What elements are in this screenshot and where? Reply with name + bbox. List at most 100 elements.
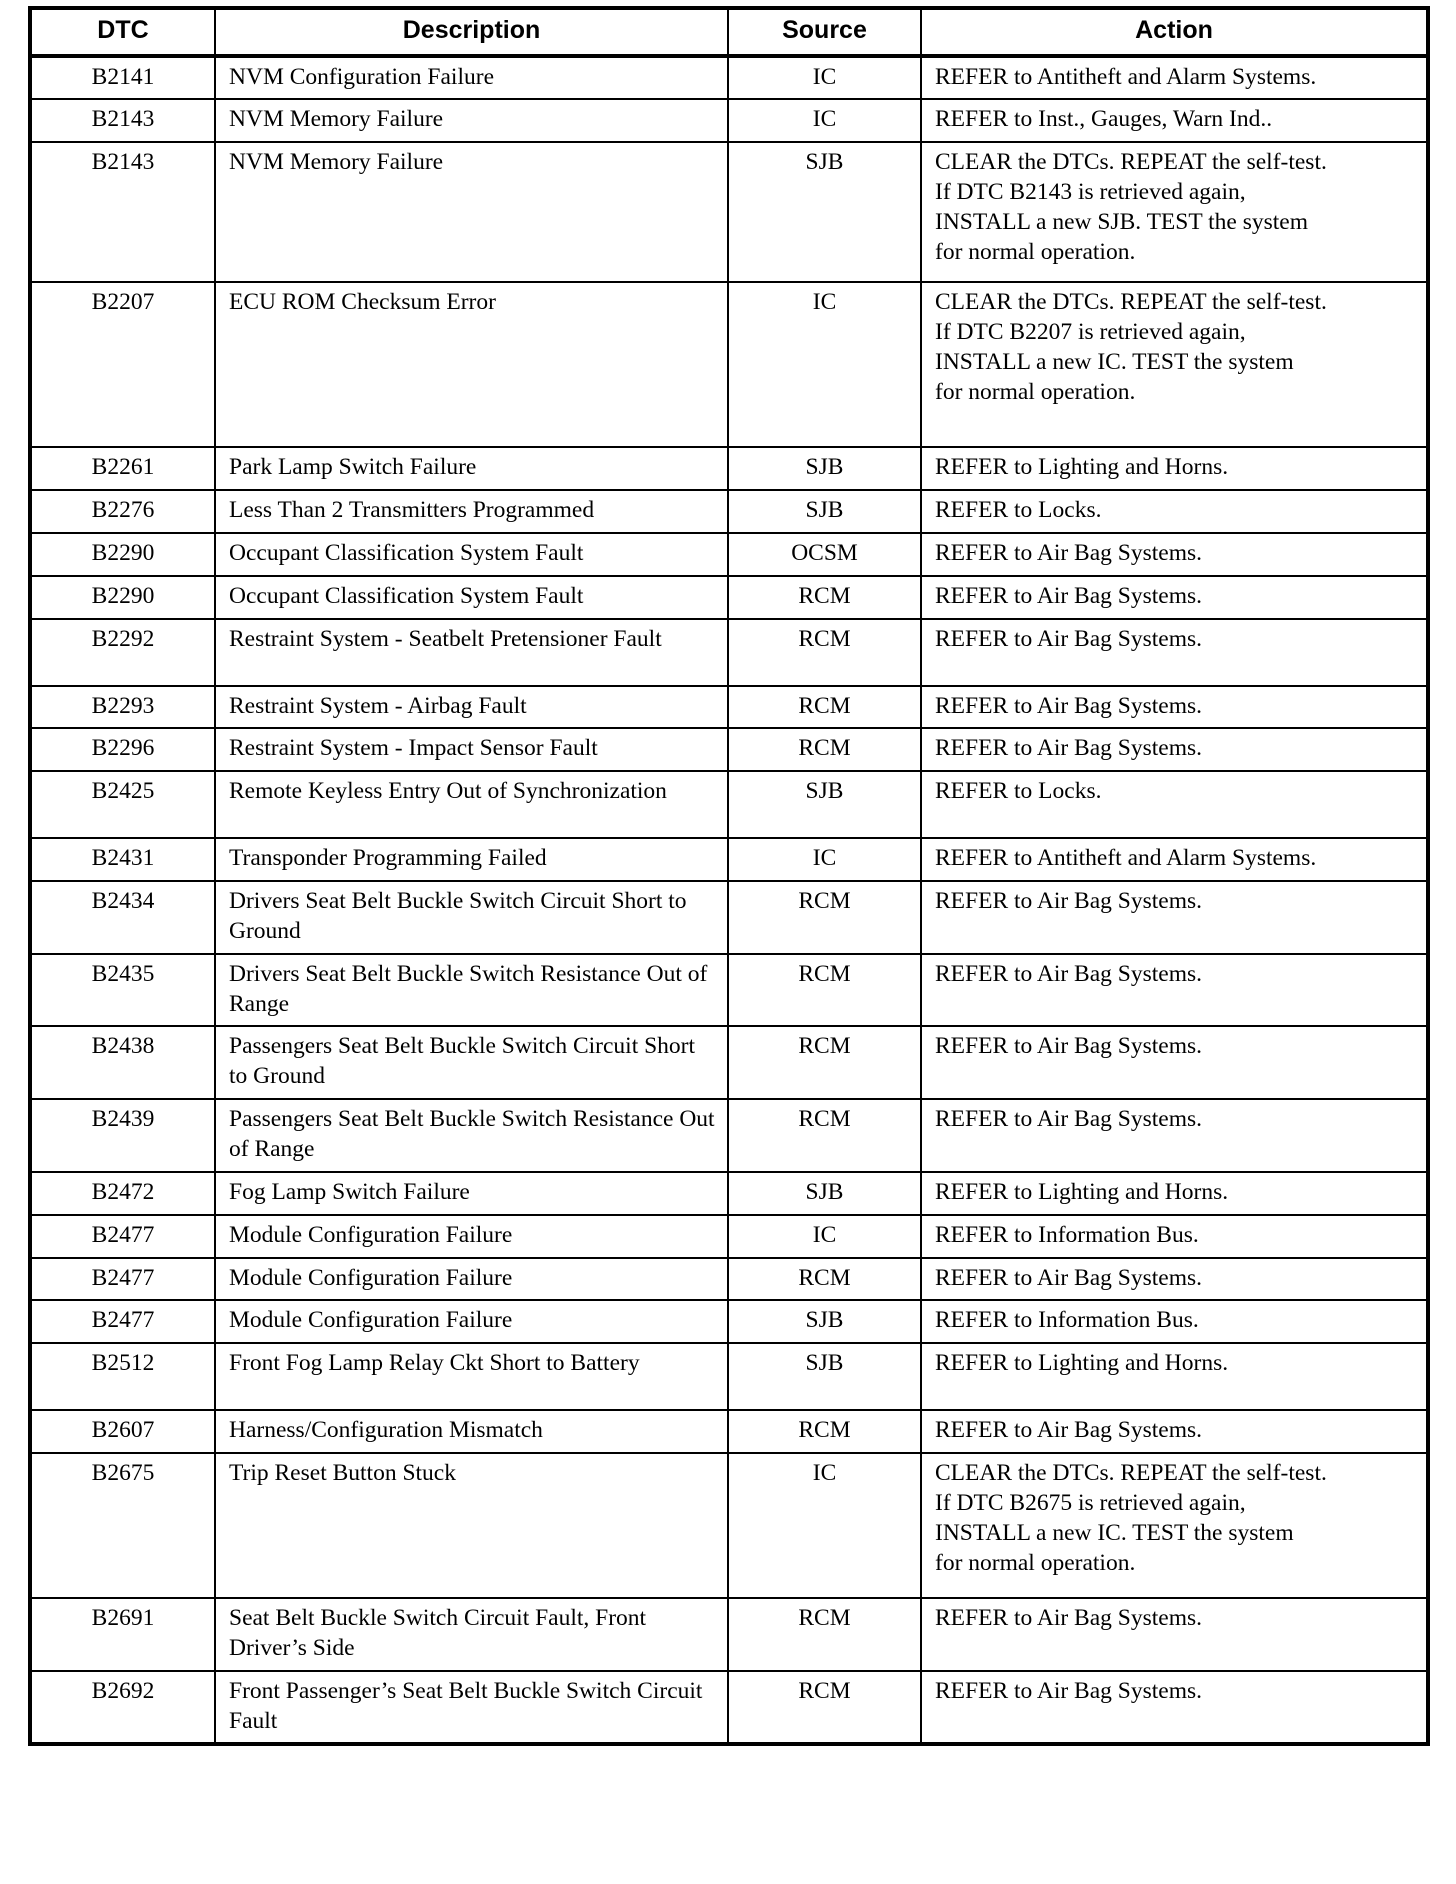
action-line: REFER to Air Bag Systems. <box>935 1605 1203 1632</box>
table-row: B2607 Harness/Configuration Mismatch RCM RE… <box>30 1410 1428 1455</box>
action-line: If DTC B2675 is retrieved again, <box>935 1489 1246 1516</box>
cell-dtc: B2435 <box>30 953 216 1028</box>
table-row: B2435 Drivers Seat Belt Buckle Switch Res… <box>30 953 1428 1028</box>
cell-description: Restraint System - Seatbelt Pretensioner… <box>215 618 729 687</box>
cell-dtc: B2207 <box>30 282 216 449</box>
action-line: REFER to Lighting and Horns. <box>935 454 1229 481</box>
cell-action: REFER to Air Bag Systems. <box>921 1598 1428 1672</box>
action-line: REFER to Antitheft and Alarm Systems. <box>935 845 1317 872</box>
cell-source: RCM <box>728 1598 922 1672</box>
action-line: REFER to Air Bag Systems. <box>935 692 1203 719</box>
cell-dtc: B2477 <box>30 1214 216 1259</box>
action-text: REFER to Air Bag Systems. <box>935 1677 1418 1707</box>
action-line: REFER to Air Bag Systems. <box>935 625 1203 652</box>
cell-action: REFER to Air Bag Systems. <box>921 1026 1428 1101</box>
action-text: REFER to Antitheft and Alarm Systems. <box>935 844 1418 874</box>
action-line: INSTALL a new SJB. TEST the system <box>935 208 1309 235</box>
action-text: REFER to Locks. <box>935 777 1418 807</box>
cell-action: REFER to Lighting and Horns. <box>921 1343 1428 1412</box>
action-line: REFER to Lighting and Horns. <box>935 1178 1229 1205</box>
action-line: REFER to Air Bag Systems. <box>935 1677 1203 1704</box>
table-row: B2276 Less Than 2 Transmitters Programmed… <box>30 490 1428 534</box>
cell-source: SJB <box>728 447 922 492</box>
cell-description: Drivers Seat Belt Buckle Switch Resistan… <box>215 953 729 1028</box>
action-text: REFER to Information Bus. <box>935 1306 1418 1336</box>
action-text: REFER to Air Bag Systems. <box>935 625 1418 655</box>
table-row: B2290 Occupant Classification System Faul… <box>30 532 1428 577</box>
cell-source: IC <box>728 838 922 883</box>
action-line: INSTALL a new IC. TEST the system <box>935 1519 1294 1546</box>
cell-description: NVM Configuration Failure <box>215 55 729 101</box>
action-line: CLEAR the DTCs. REPEAT the self-test. <box>935 289 1327 316</box>
cell-source: IC <box>728 1214 922 1259</box>
cell-source: RCM <box>728 953 922 1028</box>
table-row: B2434 Drivers Seat Belt Buckle Switch Cir… <box>30 881 1428 955</box>
action-line: REFER to Locks. <box>935 778 1102 805</box>
cell-dtc: B2477 <box>30 1257 216 1302</box>
cell-source: SJB <box>728 142 922 284</box>
table-row: B2439 Passengers Seat Belt Buckle Switch … <box>30 1099 1428 1173</box>
table-row: B2143 NVM Memory Failure SJB CLEAR the DTCs… <box>30 142 1428 284</box>
table-body: B2141 NVM Configuration Failure IC REFER to… <box>30 55 1428 1745</box>
cell-source: SJB <box>728 1171 922 1216</box>
cell-source: RCM <box>728 618 922 687</box>
action-text: REFER to Lighting and Horns. <box>935 1178 1418 1208</box>
action-line: for normal operation. <box>935 378 1136 405</box>
action-text: CLEAR the DTCs. REPEAT the self-test. If … <box>935 1459 1418 1578</box>
action-line: REFER to Antitheft and Alarm Systems. <box>935 63 1317 90</box>
cell-description: Fog Lamp Switch Failure <box>215 1171 729 1216</box>
action-line: CLEAR the DTCs. REPEAT the self-test. <box>935 149 1327 176</box>
action-line: REFER to Air Bag Systems. <box>935 539 1203 566</box>
cell-action: REFER to Information Bus. <box>921 1300 1428 1345</box>
action-line: If DTC B2143 is retrieved again, <box>935 179 1246 206</box>
cell-source: IC <box>728 55 922 101</box>
cell-description: Transponder Programming Failed <box>215 838 729 883</box>
cell-description: Trip Reset Button Stuck <box>215 1453 729 1600</box>
table-row: B2691 Seat Belt Buckle Switch Circuit Fau… <box>30 1598 1428 1672</box>
action-line: REFER to Air Bag Systems. <box>935 582 1203 609</box>
cell-dtc: B2434 <box>30 881 216 955</box>
cell-description: Park Lamp Switch Failure <box>215 447 729 492</box>
action-text: REFER to Air Bag Systems. <box>935 1264 1418 1294</box>
table-row: B2472 Fog Lamp Switch Failure SJB REFER to … <box>30 1171 1428 1216</box>
cell-dtc: B2296 <box>30 728 216 773</box>
cell-action: REFER to Air Bag Systems. <box>921 1099 1428 1173</box>
cell-description: ECU ROM Checksum Error <box>215 282 729 449</box>
cell-description: Seat Belt Buckle Switch Circuit Fault, F… <box>215 1598 729 1672</box>
action-line: for normal operation. <box>935 1549 1136 1576</box>
action-line: REFER to Air Bag Systems. <box>935 1033 1203 1060</box>
table-row: B2141 NVM Configuration Failure IC REFER to… <box>30 55 1428 101</box>
cell-dtc: B2292 <box>30 618 216 687</box>
cell-action: REFER to Air Bag Systems. <box>921 1410 1428 1455</box>
table-row: B2692 Front Passenger’s Seat Belt Buckle … <box>30 1670 1428 1745</box>
action-line: REFER to Air Bag Systems. <box>935 1417 1203 1444</box>
table-row: B2425 Remote Keyless Entry Out of Synchro… <box>30 771 1428 840</box>
cell-source: RCM <box>728 728 922 773</box>
cell-description: Front Fog Lamp Relay Ckt Short to Batter… <box>215 1343 729 1412</box>
cell-dtc: B2439 <box>30 1099 216 1173</box>
action-line: If DTC B2207 is retrieved again, <box>935 319 1246 346</box>
cell-dtc: B2143 <box>30 142 216 284</box>
table-row: B2477 Module Configuration Failure IC REFER… <box>30 1214 1428 1259</box>
cell-description: NVM Memory Failure <box>215 142 729 284</box>
action-text: REFER to Air Bag Systems. <box>935 1604 1418 1634</box>
cell-action: REFER to Air Bag Systems. <box>921 685 1428 730</box>
cell-action: REFER to Lighting and Horns. <box>921 447 1428 492</box>
table-row: B2207 ECU ROM Checksum Error IC CLEAR the D… <box>30 282 1428 449</box>
action-line: REFER to Information Bus. <box>935 1307 1199 1334</box>
cell-action: REFER to Air Bag Systems. <box>921 532 1428 577</box>
cell-source: SJB <box>728 771 922 840</box>
action-line: for normal operation. <box>935 238 1136 265</box>
cell-description: Remote Keyless Entry Out of Synchronizat… <box>215 771 729 840</box>
cell-dtc: B2691 <box>30 1598 216 1672</box>
action-text: REFER to Air Bag Systems. <box>935 582 1418 612</box>
action-text: REFER to Lighting and Horns. <box>935 453 1418 483</box>
action-line: REFER to Locks. <box>935 497 1102 524</box>
cell-action: REFER to Locks. <box>921 771 1428 840</box>
column-header-source: Source <box>728 8 922 58</box>
action-text: REFER to Inst., Gauges, Warn Ind.. <box>935 105 1418 135</box>
cell-source: SJB <box>728 1300 922 1345</box>
action-text: REFER to Information Bus. <box>935 1221 1418 1251</box>
action-text: REFER to Air Bag Systems. <box>935 692 1418 722</box>
